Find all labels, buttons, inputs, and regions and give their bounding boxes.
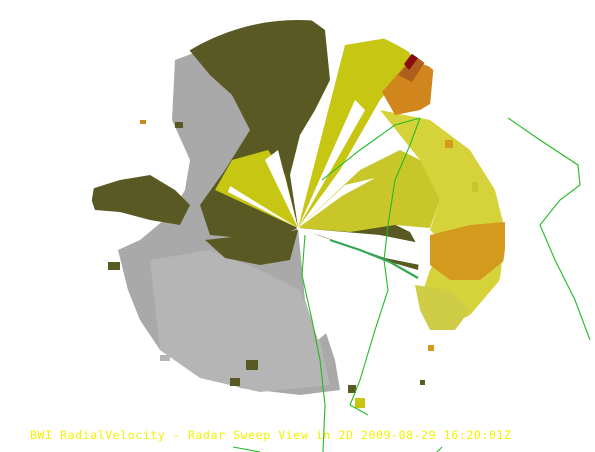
radar-caption: BWI RadialVelocity - Radar Sweep View in… xyxy=(30,428,512,442)
orange-echo-northeast xyxy=(382,60,445,115)
yellowgreen-sector-north xyxy=(298,35,412,228)
boundary-line-diagonal xyxy=(321,117,421,181)
boundary-line-river xyxy=(329,238,419,279)
clear-wedge-d xyxy=(298,228,430,265)
orange-echo-east xyxy=(430,222,505,280)
boundary-line-center xyxy=(349,117,421,416)
clear-wedge-c xyxy=(298,100,365,228)
clear-wedge-a xyxy=(228,186,298,228)
boundary-line-east xyxy=(507,117,591,341)
olive-echo-west xyxy=(90,175,190,225)
darkred-echo-northeast xyxy=(404,52,418,70)
boundary-line-south-east xyxy=(436,446,443,452)
clear-wedge-g xyxy=(90,20,160,200)
boundary-lines xyxy=(232,117,591,452)
boundary-line-west xyxy=(301,234,326,452)
khaki-echo-southeast xyxy=(415,285,470,330)
yellowgreen-sector-east xyxy=(298,150,440,232)
center-point-icon xyxy=(296,226,300,230)
speckle-echoes xyxy=(108,120,478,408)
clear-wedge-e xyxy=(298,228,330,340)
olive-echo-southwest xyxy=(205,230,298,265)
reflectivity-layer xyxy=(90,20,506,408)
clear-wedge-f xyxy=(265,150,298,228)
boundary-line-south xyxy=(232,446,261,452)
brown-echo-northeast xyxy=(398,55,425,82)
gray-echo-south xyxy=(150,250,330,392)
